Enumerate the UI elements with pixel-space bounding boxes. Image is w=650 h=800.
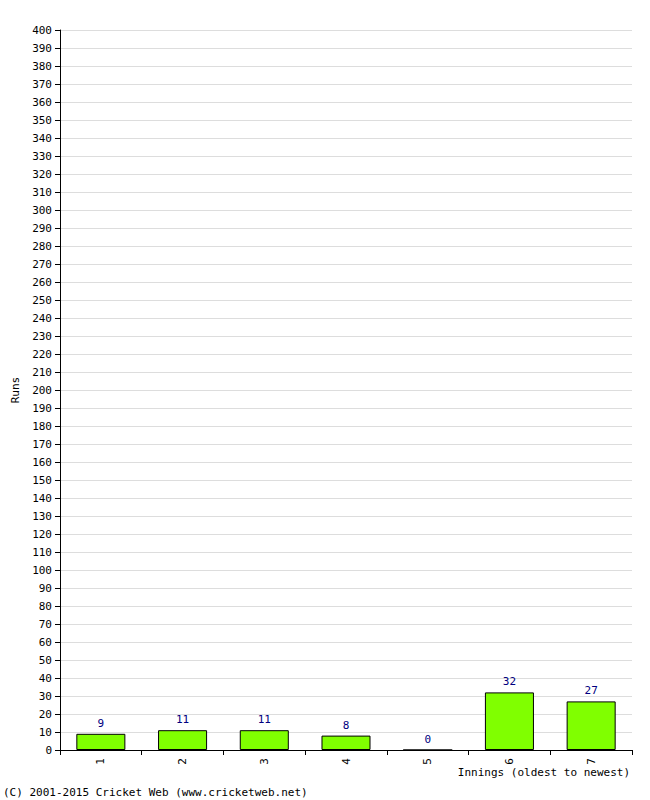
svg-text:170: 170 xyxy=(32,438,52,451)
svg-text:230: 230 xyxy=(32,330,52,343)
svg-text:0: 0 xyxy=(45,744,52,757)
svg-text:350: 350 xyxy=(32,114,52,127)
svg-text:330: 330 xyxy=(32,150,52,163)
svg-text:4: 4 xyxy=(340,758,353,765)
svg-text:270: 270 xyxy=(32,258,52,271)
svg-text:210: 210 xyxy=(32,366,52,379)
svg-text:220: 220 xyxy=(32,348,52,361)
svg-text:300: 300 xyxy=(32,204,52,217)
svg-text:180: 180 xyxy=(32,420,52,433)
svg-text:Runs: Runs xyxy=(9,377,22,404)
svg-text:250: 250 xyxy=(32,294,52,307)
svg-text:60: 60 xyxy=(39,636,52,649)
svg-text:280: 280 xyxy=(32,240,52,253)
svg-text:260: 260 xyxy=(32,276,52,289)
svg-text:10: 10 xyxy=(39,726,52,739)
svg-text:7: 7 xyxy=(585,758,598,765)
svg-text:100: 100 xyxy=(32,564,52,577)
svg-text:30: 30 xyxy=(39,690,52,703)
svg-text:40: 40 xyxy=(39,672,52,685)
svg-text:0: 0 xyxy=(424,733,431,746)
svg-text:5: 5 xyxy=(421,758,434,765)
svg-text:11: 11 xyxy=(258,713,271,726)
svg-text:130: 130 xyxy=(32,510,52,523)
svg-text:240: 240 xyxy=(32,312,52,325)
svg-text:160: 160 xyxy=(32,456,52,469)
svg-text:370: 370 xyxy=(32,78,52,91)
svg-text:32: 32 xyxy=(503,675,516,688)
svg-text:190: 190 xyxy=(32,402,52,415)
svg-text:340: 340 xyxy=(32,132,52,145)
svg-text:380: 380 xyxy=(32,60,52,73)
svg-text:9: 9 xyxy=(98,717,105,730)
svg-text:50: 50 xyxy=(39,654,52,667)
svg-text:400: 400 xyxy=(32,24,52,37)
svg-text:Innings (oldest to newest): Innings (oldest to newest) xyxy=(458,766,630,779)
svg-text:27: 27 xyxy=(585,684,598,697)
svg-text:360: 360 xyxy=(32,96,52,109)
svg-text:1: 1 xyxy=(94,758,107,765)
svg-text:140: 140 xyxy=(32,492,52,505)
svg-text:110: 110 xyxy=(32,546,52,559)
svg-text:11: 11 xyxy=(176,713,189,726)
svg-text:290: 290 xyxy=(32,222,52,235)
svg-text:(C) 2001-2015 Cricket Web (www: (C) 2001-2015 Cricket Web (www.cricketwe… xyxy=(3,786,308,799)
svg-text:3: 3 xyxy=(258,758,271,765)
svg-text:390: 390 xyxy=(32,42,52,55)
svg-text:70: 70 xyxy=(39,618,52,631)
svg-text:120: 120 xyxy=(32,528,52,541)
svg-text:90: 90 xyxy=(39,582,52,595)
svg-text:6: 6 xyxy=(503,758,516,765)
svg-text:200: 200 xyxy=(32,384,52,397)
svg-text:2: 2 xyxy=(176,758,189,765)
svg-text:150: 150 xyxy=(32,474,52,487)
svg-text:310: 310 xyxy=(32,186,52,199)
svg-text:80: 80 xyxy=(39,600,52,613)
svg-text:8: 8 xyxy=(343,719,350,732)
svg-text:20: 20 xyxy=(39,708,52,721)
svg-text:320: 320 xyxy=(32,168,52,181)
